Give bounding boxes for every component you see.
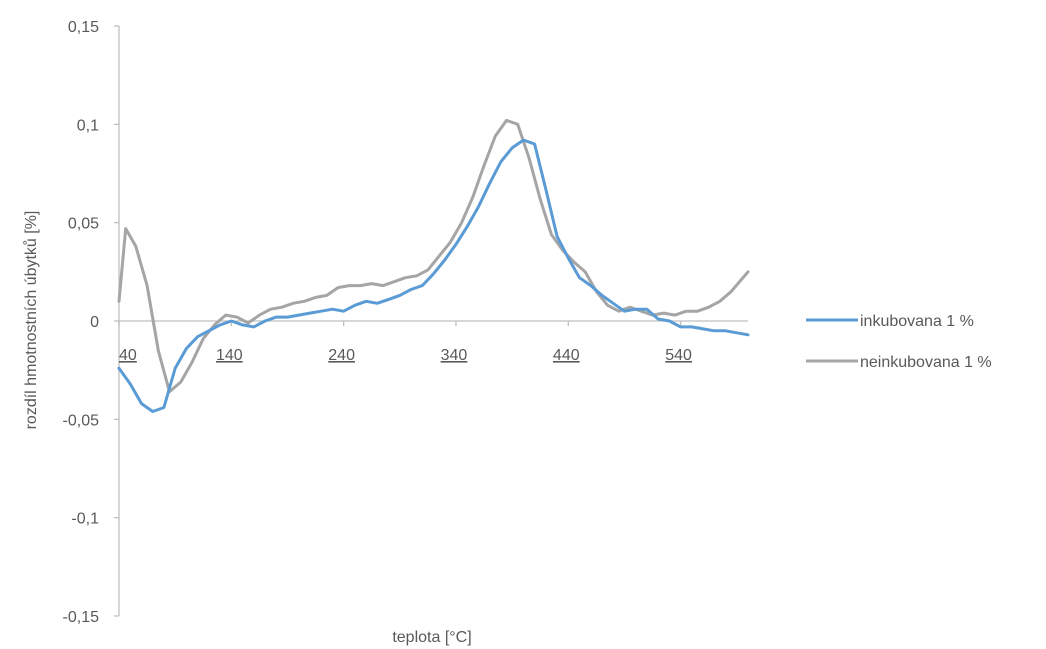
y-tick-label: 0,15 [68,19,99,36]
x-tick-label: 140 [216,347,243,364]
series-line-neinkubovana [117,118,750,394]
x-tick-label: 340 [441,347,468,364]
y-tick-label: 0,1 [77,117,99,134]
x-tick-label: 240 [328,347,355,364]
x-tick-label: 40 [119,347,137,364]
y-tick-label: 0,05 [68,216,99,233]
x-tick-label: 440 [553,347,580,364]
y-tick-label: -0,05 [63,412,100,429]
y-tick-label: -0,1 [71,511,99,528]
y-tick-label: -0,15 [63,609,100,626]
y-tick-label: 0 [90,314,99,331]
series-line-inkubovana [117,138,750,413]
legend-label: neinkubovana 1 % [860,354,992,371]
y-axis-ticks: 0,15 0,1 0,05 0 -0,05 -0,1 -0,15 [63,19,119,626]
legend: inkubovana 1 % neinkubovana 1 % [806,313,992,371]
series-layer [117,118,750,413]
axes [118,26,748,616]
x-axis-ticks: 40 140 240 340 440 540 [118,321,692,364]
y-axis-title: rozdíl hmotnostních úbytků [%] [22,211,40,430]
legend-label: inkubovana 1 % [860,313,974,330]
x-axis-title: teplota [°C] [392,629,471,646]
x-tick-label: 540 [665,347,692,364]
